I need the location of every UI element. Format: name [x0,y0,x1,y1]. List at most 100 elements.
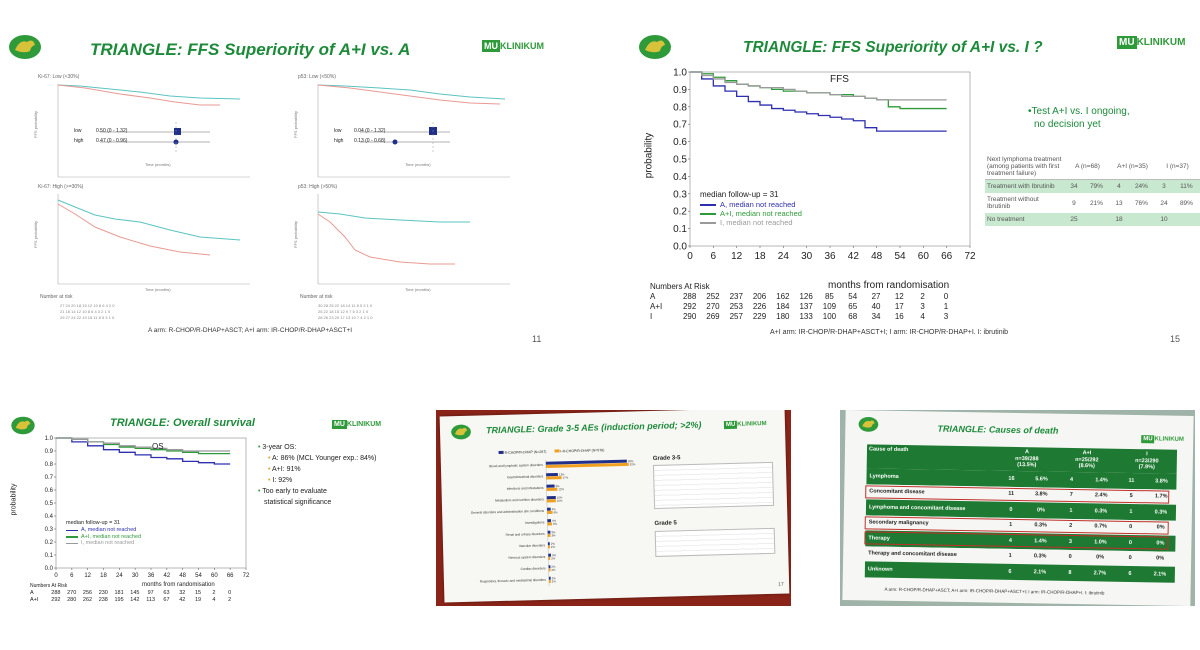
slide5-paper: TRIANGLE: Causes of death MU KLINIKUM Cau… [842,410,1194,606]
x-tick-label: 72 [243,573,250,579]
at-risk-row: A+I 292 280 262 238 195 142 113 67 42 19 4 2 [30,597,238,604]
at-risk-cell: 12 [894,292,904,301]
bullet-item: • Too early to evaluate [258,488,327,495]
bar-0 [548,576,551,580]
at-risk-cell: 2 [228,596,232,603]
at-risk-cell: 97 [147,590,154,596]
bar-value-label: 2% [551,545,556,549]
at-risk-cell: 269 [706,312,720,321]
at-risk-cell: 288 [51,590,61,596]
bar-1 [547,533,551,537]
bar-value-label: 3% [552,553,557,557]
bar-value-label: 12% [558,487,564,491]
table-cell: Treatment without Ibrutinib [987,196,1039,210]
table-row: Treatment without Ibrutinib 9 21% 13 76% 24 89… [985,193,1200,213]
panel-bl-title: Ki-67: High (>=30%) [38,184,84,190]
cause-label: Therapy and concomitant disease [868,550,957,559]
slide-ffs-ai-vs-i: TRIANGLE: FFS Superiority of A+I vs. I ?… [630,22,1200,347]
at-risk-cell: 288 [682,292,697,301]
at-risk-cell: 40 [871,302,881,311]
at-risk-row: I 290 269 257 229 180 133 100 68 34 16 4 3 [650,312,958,322]
table-cell: 11 [1008,491,1015,498]
category-label: Infections and infestations [507,486,544,491]
table-cell [1173,213,1200,226]
table-cell: 0% [1096,554,1105,561]
y-tick-label: 0.3 [45,527,54,533]
slide1-ylabel-bl: FFS probability [32,221,38,248]
cause-label: Lymphoma [869,473,899,480]
at-risk-cell: 68 [848,312,858,321]
bar-0 [547,530,551,534]
table-cell: 16 [1008,475,1015,482]
svg-text:30 28 25 22 18 14 11 8: 30 28 25 22 18 14 11 8 5 3 1 0 [318,303,373,308]
table-cell: 79% [1089,183,1103,190]
bullet-item: • 3-year OS: [258,444,297,451]
at-risk-cell: 253 [729,302,743,311]
mu-klinikum-logo: MU KLINIKUM [332,420,382,429]
bar-value-label: 2% [552,579,557,583]
slide1-at-risk-r: Number at risk [300,294,333,300]
table-cell: 2.7% [1093,570,1107,577]
table-header-row: Next lymphoma treatment (among patients … [985,154,1200,180]
x-tick-label: 6 [70,573,74,579]
bar-value-label: 92% [630,462,636,466]
mu-klinikum-logo: MU KLINIKUM [1117,36,1186,49]
forest-marker [174,128,181,135]
slide-causes-of-death: TRIANGLE: Causes of death MU KLINIKUM Cau… [840,410,1195,606]
y-tick-label: 0.0 [673,242,687,253]
bar-1 [547,510,553,514]
category-label: Respiratory, thoracic and mediastinal di… [480,578,547,584]
legend-item-a: A, median not reached [66,527,141,534]
table-cell: 0 [1128,539,1132,546]
table-cell [1083,213,1110,226]
y-tick-label: 0.7 [45,475,54,481]
table-cell: 4 [1069,476,1074,483]
at-risk-cell: 142 [130,596,140,603]
at-risk-cell: 4 [212,596,216,603]
slide2-footnote: A+I arm: IR-CHOP/R-DHAP+ASCT+I; I arm: I… [770,329,1009,336]
panel-tr-title: p53: Low (<50%) [298,74,336,80]
at-risk-cell: 67 [163,596,170,603]
cause-label: Secondary malignancy [868,519,929,527]
table-cell: No treatment [987,216,1025,223]
at-risk-cell: 145 [130,590,140,596]
slide-ffs-a-vs-ai: TRIANGLE: FFS Superiority of A+I vs. A M… [0,22,560,352]
slide1-at-risk: Number at risk [40,294,73,300]
table-row: No treatment 25 18 10 [985,213,1200,226]
y-tick-label: 0.9 [45,449,54,455]
table-cell: 1 [1129,508,1133,515]
at-risk-cell: 195 [114,596,124,603]
table-cell: 0.7% [1094,523,1108,530]
table-cell: 9 [1072,199,1076,207]
bar-0 [545,459,627,465]
table-header-cell: I (n=37) [1166,163,1189,170]
svg-text:29 27 24 22 19 15 11 8: 29 27 24 22 19 15 11 8 5 3 1 0 [60,315,115,320]
at-risk-arm: A [650,292,656,301]
lion-crest-icon [639,35,671,59]
category-label: Blood and lymphatic system disorders [489,463,543,468]
bar-value-label: 10% [557,495,563,499]
mu-klinikum-logo: MU KLINIKUM [1141,435,1184,444]
table-cell: 5 [1129,493,1133,500]
bar-value-label: 10% [557,499,563,503]
x-tick-label: 24 [778,251,790,262]
table-cell: 3 [1068,538,1073,545]
y-tick-label: 0.2 [45,540,54,546]
table-cell: 0% [1156,540,1165,547]
at-risk-cell: 133 [799,312,813,321]
bar-1 [546,487,558,491]
x-tick-label: 66 [227,573,234,579]
at-risk-cell: 226 [752,302,767,311]
legend-item-i: I, median not reached [700,218,802,227]
table-cell: 7 [1069,492,1073,499]
slide1-ylabel: FFS probability [32,111,38,138]
y-tick-label: 0.9 [673,85,687,96]
slide1-xlabel-r: Time (months) [405,162,431,167]
table-cell: 5.6% [1035,476,1048,483]
table-cell: 0 [1068,554,1072,561]
category-label: Vascular disorders [519,543,546,548]
table-cell: 2 [1069,523,1073,530]
bar-value-label: 90% [628,459,634,463]
bar-value-label: 6% [554,510,559,514]
